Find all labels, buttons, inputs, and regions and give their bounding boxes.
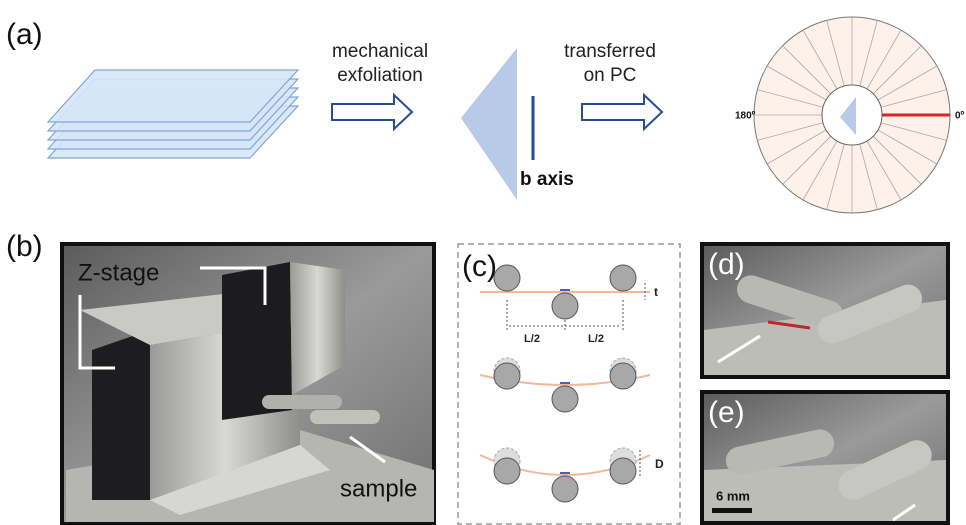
dimension-label: L/2	[524, 333, 540, 345]
arrow	[582, 95, 662, 129]
angle-label: 0º	[955, 111, 965, 122]
dimension-label: D	[655, 457, 664, 471]
panel-d: (d)	[702, 244, 948, 377]
arrow	[332, 95, 412, 129]
panel-label: (d)	[708, 248, 745, 281]
roller	[310, 410, 380, 424]
dimension-label: L/2	[588, 333, 604, 345]
roller	[552, 386, 578, 412]
roller	[552, 476, 578, 502]
callout: Z-stage	[78, 259, 159, 286]
stage-block	[92, 330, 150, 500]
scale-bar	[712, 508, 752, 513]
dimension-label: t	[654, 285, 658, 299]
roller	[494, 265, 520, 291]
scale-label: 6 mm	[716, 488, 750, 503]
panel-label: (c)	[462, 250, 497, 283]
panel-c: (c) t L/2 L/2 D	[458, 244, 680, 524]
panel-label: (b)	[6, 230, 43, 263]
rotation-dial	[754, 17, 950, 213]
roller	[610, 265, 636, 291]
roller	[552, 293, 578, 319]
roller	[262, 395, 342, 409]
arrow-caption: mechanical	[332, 41, 428, 62]
figure: (a) mechanical exfoliation b axis transf…	[0, 0, 966, 525]
roller	[494, 363, 520, 389]
arrow-caption: transferred	[564, 41, 656, 62]
panel-b: (b) Z-stage sample	[6, 230, 434, 524]
layered-crystal	[48, 70, 298, 158]
bending-schematic	[480, 265, 650, 502]
panel-label: (e)	[708, 396, 745, 429]
angle-label: 180º	[735, 111, 756, 122]
roller	[610, 458, 636, 484]
flake	[461, 48, 517, 200]
panel-e: 6 mm (e)	[702, 392, 948, 523]
panel-label: (a)	[6, 18, 43, 51]
panel-a: (a) mechanical exfoliation b axis transf…	[6, 17, 965, 213]
roller	[610, 363, 636, 389]
roller	[494, 458, 520, 484]
arrow-caption: on PC	[584, 65, 637, 86]
arrow-caption: exfoliation	[337, 65, 423, 86]
axis-label: b axis	[520, 169, 574, 190]
callout: sample	[340, 475, 417, 502]
